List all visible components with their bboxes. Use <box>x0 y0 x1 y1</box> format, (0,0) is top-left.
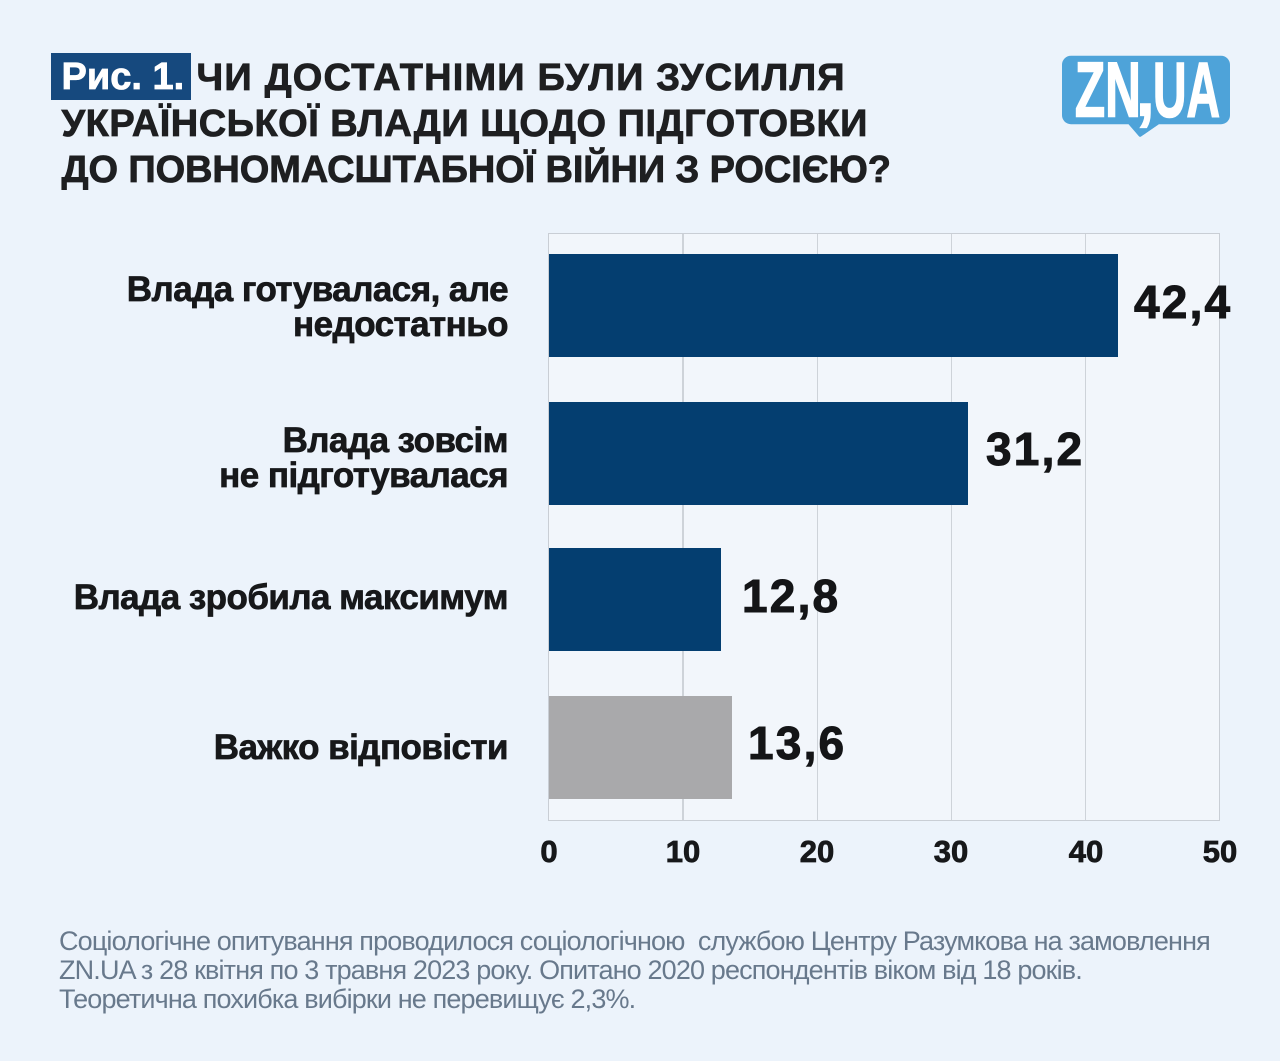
svg-text:UA: UA <box>1153 55 1220 134</box>
svg-text:,: , <box>1136 55 1155 132</box>
svg-text:ZN: ZN <box>1075 55 1141 134</box>
